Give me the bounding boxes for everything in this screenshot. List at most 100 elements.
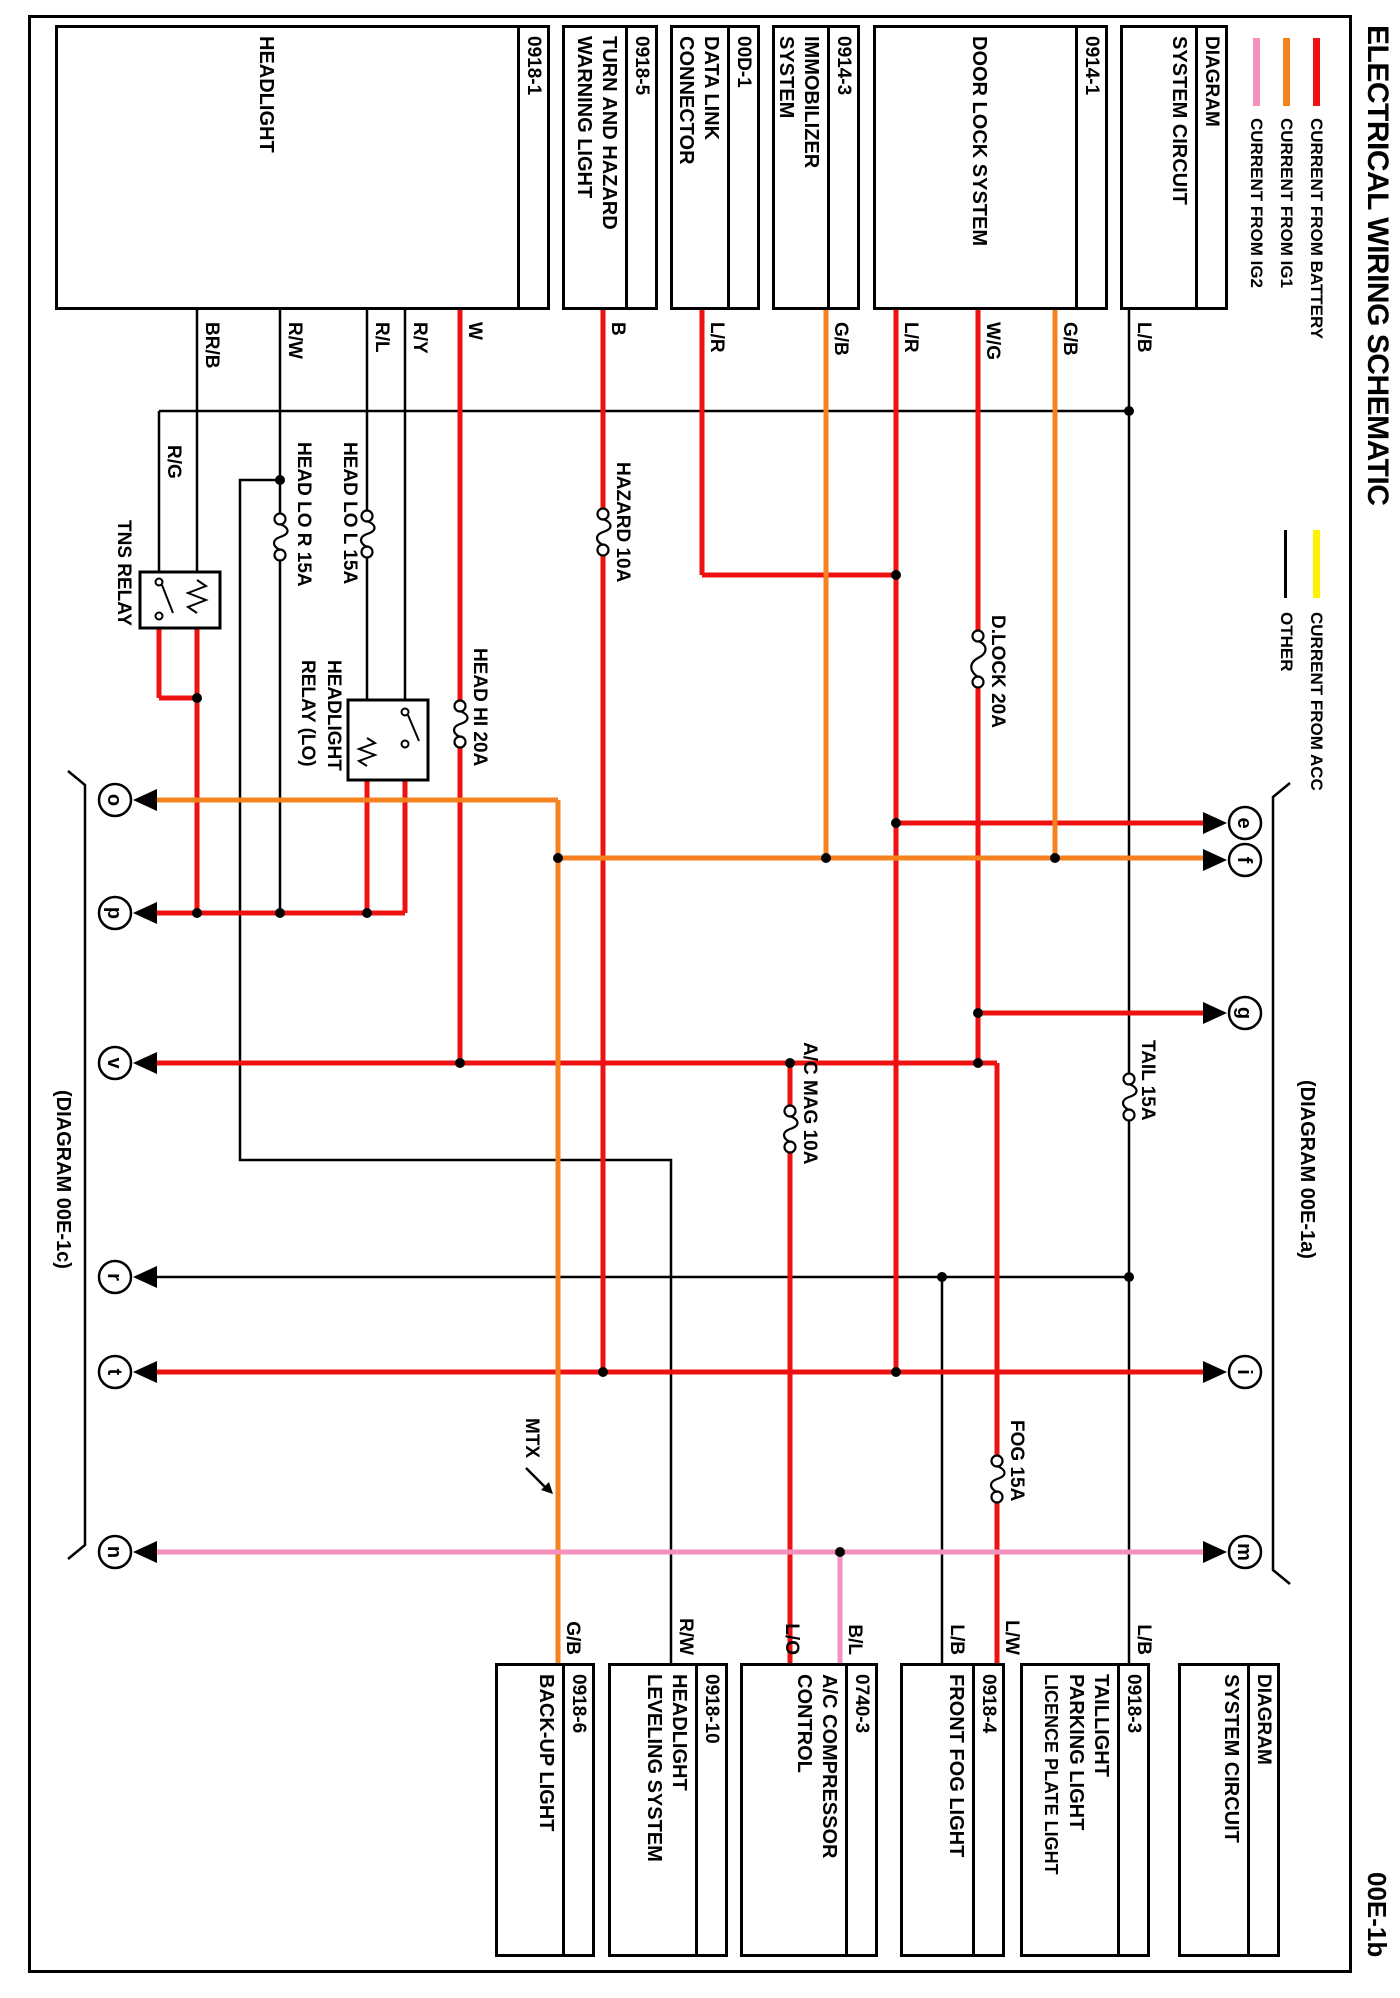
fuse-headlol-icon bbox=[359, 509, 376, 559]
wire-label-b: B bbox=[607, 322, 628, 336]
box-strip: 0914-3 bbox=[827, 28, 857, 307]
box-label: DOOR LOCK SYSTEM bbox=[968, 36, 990, 247]
box-label: SYSTEM bbox=[775, 36, 797, 119]
box-strip: 0918-6 bbox=[562, 1666, 592, 1954]
fuse-headlor-icon bbox=[272, 512, 289, 562]
diagram-brackets bbox=[67, 770, 1291, 1585]
wire-label-brb: BR/B bbox=[201, 322, 222, 369]
mtx-arrow-icon bbox=[541, 1482, 553, 1494]
connector-circles bbox=[97, 782, 1263, 1570]
arrow-into-p-icon bbox=[133, 902, 157, 924]
box-strip: DIAGRAM bbox=[1195, 28, 1225, 307]
fuse-label-acmag: A/C MAG 10A bbox=[799, 1042, 820, 1165]
box-system-circuit-right: DIAGRAM SYSTEM CIRCUIT bbox=[1178, 1663, 1280, 1957]
wire-group-other bbox=[157, 310, 1131, 1663]
wire-label-lb-fog: L/B bbox=[946, 1624, 967, 1655]
box-label: IMMOBILIZER bbox=[800, 36, 822, 169]
wire-rw-leveling bbox=[238, 478, 673, 1663]
tns-relay-switch-contact bbox=[154, 611, 164, 621]
box-strip: 0918-4 bbox=[972, 1666, 1002, 1954]
box-label: BACK-UP LIGHT bbox=[535, 1674, 557, 1832]
fuse-headhi-icon bbox=[452, 699, 469, 749]
wire-label-gb: G/B bbox=[1059, 322, 1080, 356]
tns-relay-switch-contact bbox=[154, 577, 164, 587]
fuse-label-headhi: HEAD HI 20A bbox=[469, 648, 490, 767]
box-headlight-leveling: 0918-10 HEADLIGHT LEVELING SYSTEM bbox=[608, 1663, 728, 1957]
wire-group-ig2 bbox=[157, 1549, 1203, 1663]
fuse-acmag-icon bbox=[782, 1104, 799, 1154]
fuse-label-headlor: HEAD LO R 15A bbox=[293, 442, 314, 587]
connector-arrows bbox=[133, 789, 1227, 1563]
arrow-into-v-icon bbox=[133, 1052, 157, 1074]
bracket-00e1c bbox=[67, 770, 87, 1560]
box-backup-light: 0918-6 BACK-UP LIGHT bbox=[495, 1663, 595, 1957]
box-label: HEADLIGHT bbox=[255, 36, 277, 153]
headlight-relay-coil-icon bbox=[356, 737, 378, 767]
bracket-label-00e1c: (DIAGRAM 00E-1c) bbox=[52, 1090, 74, 1269]
arrow-into-o-icon bbox=[133, 789, 157, 811]
wire-tns-outputs bbox=[156, 628, 200, 913]
mtx-pointer bbox=[525, 1467, 553, 1494]
box-label: WARNING LIGHT bbox=[573, 36, 595, 199]
fuse-fog-icon bbox=[989, 1454, 1006, 1504]
box-label: FRONT FOG LIGHT bbox=[945, 1674, 967, 1858]
headlight-relay-switch-contact bbox=[400, 739, 410, 749]
box-strip: 0918-5 bbox=[625, 28, 655, 307]
connector-m: m bbox=[1233, 1543, 1255, 1561]
box-label: SYSTEM CIRCUIT bbox=[1168, 36, 1190, 205]
connector-r: r bbox=[103, 1273, 125, 1281]
arrow-into-g-icon bbox=[1203, 1002, 1227, 1024]
wire-label-gb2: G/B bbox=[830, 322, 851, 356]
box-door-lock-system: 0914-1 DOOR LOCK SYSTEM bbox=[873, 25, 1108, 310]
tns-relay-label: TNS RELAY bbox=[113, 520, 134, 626]
fuse-symbols bbox=[272, 507, 1138, 1504]
wire-label-bl: B/L bbox=[844, 1624, 865, 1655]
connector-n: n bbox=[103, 1546, 125, 1558]
connector-p: p bbox=[103, 907, 125, 919]
fuse-label-hazard: HAZARD 10A bbox=[612, 462, 633, 583]
box-strip: 0918-1 bbox=[517, 28, 547, 307]
wire-label-rw-leveling: R/W bbox=[675, 1618, 696, 1655]
mtx-label: MTX bbox=[521, 1418, 542, 1459]
headlight-relay-switch-arm bbox=[407, 714, 420, 742]
wire-label-lb: L/B bbox=[1133, 322, 1154, 353]
box-strip: 00D-1 bbox=[727, 28, 757, 307]
wire-label-lb-tail: L/B bbox=[1133, 1624, 1154, 1655]
box-label: DATA LINK bbox=[700, 36, 722, 141]
box-label: LEVELING SYSTEM bbox=[643, 1674, 665, 1862]
box-label: A/C COMPRESSOR bbox=[818, 1674, 840, 1859]
connector-e: e bbox=[1233, 817, 1255, 828]
box-front-fog-light: 0918-4 FRONT FOG LIGHT bbox=[900, 1663, 1005, 1957]
fuse-hazard-icon bbox=[595, 507, 612, 557]
wire-lr-datalink bbox=[699, 310, 896, 578]
connector-letters: e f g i m o p v r t n bbox=[103, 794, 1255, 1561]
box-ac-compressor-control: 0740-3 A/C COMPRESSOR CONTROL bbox=[740, 1663, 878, 1957]
connector-f: f bbox=[1233, 857, 1255, 864]
connector-v: v bbox=[103, 1057, 125, 1069]
wire-label-rl: R/L bbox=[371, 322, 392, 353]
box-label: SYSTEM CIRCUIT bbox=[1220, 1674, 1242, 1843]
connector-o: o bbox=[103, 794, 125, 806]
fuse-label-dlock: D.LOCK 20A bbox=[987, 615, 1008, 728]
box-system-circuit-left: DIAGRAM SYSTEM CIRCUIT bbox=[1120, 25, 1228, 310]
wire-label-gb-backup: G/B bbox=[562, 1621, 583, 1655]
arrow-into-m-icon bbox=[1203, 1541, 1227, 1563]
headlight-relay-box bbox=[346, 698, 430, 782]
fuse-label-tail: TAIL 15A bbox=[1137, 1040, 1158, 1121]
box-immobilizer-system: 0914-3 IMMOBILIZER SYSTEM bbox=[772, 25, 860, 310]
fuse-label-fog: FOG 15A bbox=[1006, 1420, 1027, 1502]
wire-label-rg: R/G bbox=[163, 445, 184, 479]
box-data-link-connector: 00D-1 DATA LINK CONNECTOR bbox=[670, 25, 760, 310]
wire-label-lr: L/R bbox=[900, 322, 921, 353]
box-label: CONTROL bbox=[793, 1674, 815, 1773]
wire-label-wg: W/G bbox=[982, 322, 1003, 360]
box-headlight: 0918-1 HEADLIGHT bbox=[55, 25, 550, 310]
junction-dots bbox=[192, 406, 1134, 1557]
arrow-into-f-icon bbox=[1203, 849, 1227, 871]
box-strip: 0914-1 bbox=[1075, 28, 1105, 307]
arrow-into-t-icon bbox=[133, 1361, 157, 1383]
headlight-relay-label-line2: RELAY (LO) bbox=[297, 660, 318, 767]
box-strip: DIAGRAM bbox=[1247, 1666, 1277, 1954]
headlight-relay-label-line1: HEADLIGHT bbox=[323, 660, 344, 771]
